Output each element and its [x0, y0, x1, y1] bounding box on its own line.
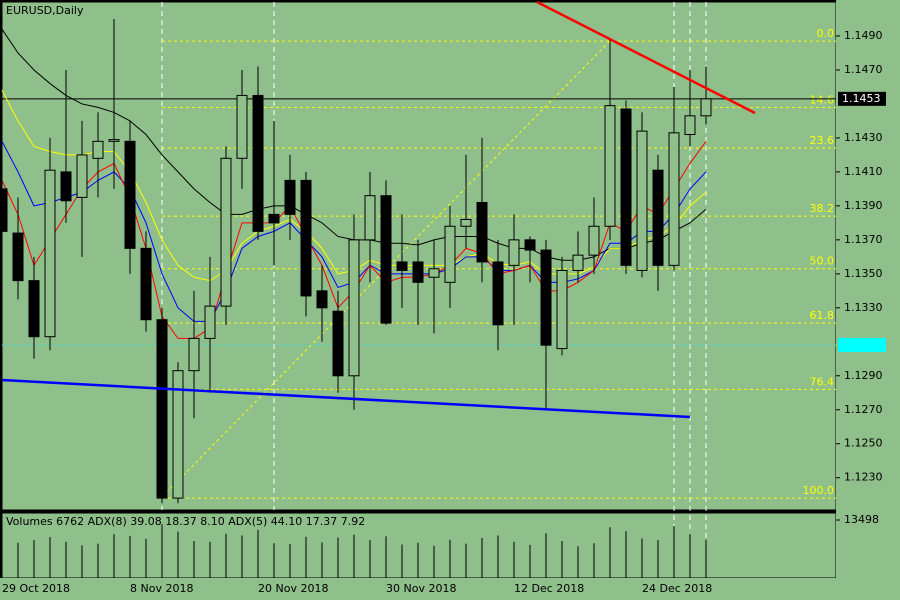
candle-body: [380, 195, 392, 324]
candle-body: [364, 195, 376, 241]
candle-body: [476, 201, 488, 263]
x-tick-label: 24 Dec 2018: [642, 582, 712, 595]
fib-label: 61.8: [810, 309, 835, 322]
candle-body: [28, 280, 40, 338]
candle-body: [156, 319, 168, 499]
candle-body: [60, 171, 72, 202]
candle-body: [332, 310, 344, 377]
candle-body: [348, 239, 360, 377]
y-tick-label: 1.1410: [844, 165, 883, 178]
x-tick-label: 8 Nov 2018: [130, 582, 193, 595]
current-price-label: 1.1453: [842, 92, 881, 105]
candle-body: [252, 94, 264, 232]
candle-body: [124, 140, 136, 249]
y-tick-label: 1.1490: [844, 29, 883, 42]
candle-body: [620, 108, 632, 266]
cyan-price-box: [838, 338, 886, 352]
candle-body: [636, 130, 648, 271]
axis-area: [0, 578, 900, 600]
candle-body: [556, 269, 568, 350]
x-tick-label: 30 Nov 2018: [386, 582, 456, 595]
candle-body: [300, 179, 312, 297]
indicator-panel: [1, 512, 837, 579]
y-tick-label: 1.1270: [844, 403, 883, 416]
y-tick-label: 1.1290: [844, 369, 883, 382]
candle-body: [12, 232, 24, 282]
candle-body: [220, 157, 232, 307]
indicator-label: Volumes 6762 ADX(8) 39.08 18.37 8.10 ADX…: [6, 515, 365, 528]
y-tick-label: 1.1430: [844, 131, 883, 144]
support-trendline: [1, 378, 691, 419]
candle-body: [140, 247, 152, 321]
chart-title: EURUSD,Daily: [6, 4, 84, 17]
candle-body: [284, 179, 296, 215]
candle-body: [460, 218, 472, 227]
fib-label: 76.4: [810, 375, 835, 388]
candle-body: [588, 225, 600, 256]
candle-body: [572, 254, 584, 271]
candle-body: [396, 261, 408, 271]
candle-body: [700, 98, 712, 117]
candle-body: [540, 249, 552, 346]
y-tick-label: 1.1330: [844, 301, 883, 314]
fib-label: 14.6: [810, 93, 835, 106]
fib-label: 50.0: [810, 255, 835, 268]
candle-body: [668, 132, 680, 266]
fib-label: 23.6: [810, 134, 835, 147]
x-tick-label: 29 Oct 2018: [2, 582, 70, 595]
candle-body: [76, 154, 88, 198]
x-tick-label: 12 Dec 2018: [514, 582, 584, 595]
candle-body: [444, 225, 456, 283]
y-tick-label: 13498: [844, 513, 879, 526]
resistance-trendline: [536, 0, 756, 115]
candle-body: [684, 115, 696, 136]
y-tick-label: 1.1470: [844, 63, 883, 76]
fib-label: 100.0: [803, 484, 835, 497]
candle-body: [652, 169, 664, 266]
candle-body: [492, 261, 504, 326]
y-tick-label: 1.1350: [844, 267, 883, 280]
candle-body: [236, 94, 248, 159]
y-tick-label: 1.1250: [844, 437, 883, 450]
candle-body: [268, 213, 280, 224]
candle-body: [204, 305, 216, 339]
price-panel: [1, 1, 837, 511]
candle-body: [428, 268, 440, 278]
y-tick-label: 1.1230: [844, 471, 883, 484]
y-tick-label: 1.1370: [844, 233, 883, 246]
fib-label: 38.2: [810, 202, 835, 215]
candle-body: [412, 261, 424, 283]
candle-body: [316, 290, 328, 309]
candle-body: [108, 139, 120, 142]
candle-body: [0, 188, 8, 232]
candle-body: [508, 239, 520, 266]
candle-body: [524, 239, 536, 251]
current-price-box: [838, 91, 886, 106]
y-tick-label: 1.1390: [844, 199, 883, 212]
candle-body: [604, 105, 616, 227]
candle-body: [172, 370, 184, 499]
candle-body: [188, 337, 200, 372]
candle-body: [92, 140, 104, 159]
candle-body: [44, 169, 56, 338]
fib-label: 0.0: [817, 27, 835, 40]
x-tick-label: 20 Nov 2018: [258, 582, 328, 595]
